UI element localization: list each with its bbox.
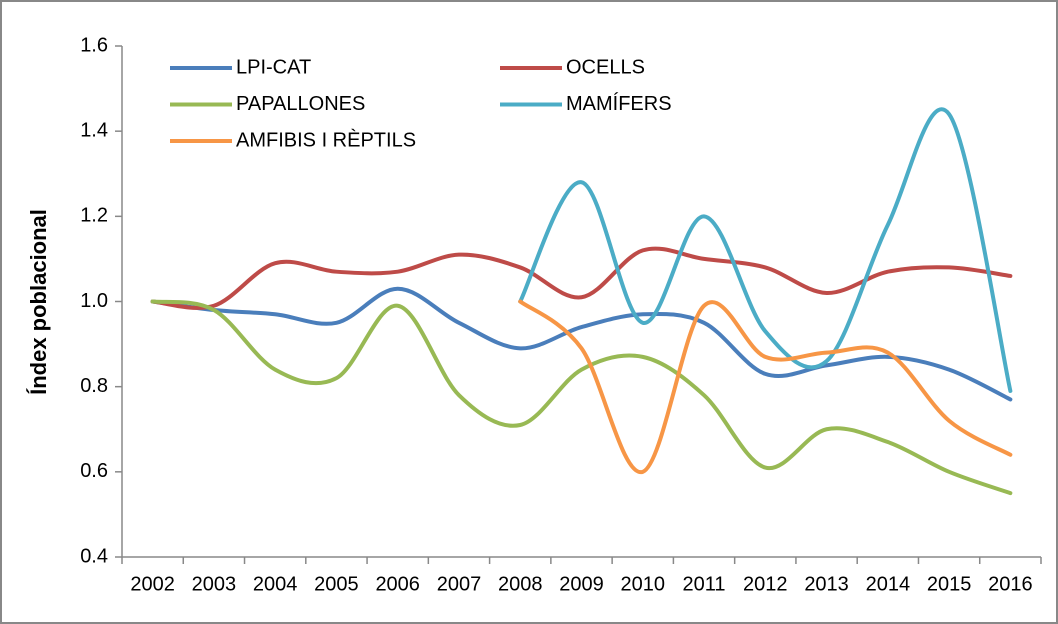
y-tick-label: 0.6 bbox=[80, 460, 108, 482]
y-tick-label: 1.0 bbox=[80, 290, 108, 312]
y-tick-label: 1.4 bbox=[80, 119, 108, 141]
y-tick-label: 1.6 bbox=[80, 34, 108, 56]
series-line bbox=[150, 246, 1013, 310]
series-line bbox=[518, 299, 1013, 474]
x-tick-label: 2005 bbox=[314, 573, 359, 595]
legend-label: OCELLS bbox=[566, 56, 645, 78]
x-tick-label: 2010 bbox=[621, 573, 666, 595]
x-tick-label: 2004 bbox=[253, 573, 298, 595]
y-axis-label: Índex poblacional bbox=[26, 209, 51, 395]
x-tick-label: 2002 bbox=[130, 573, 175, 595]
x-tick-label: 2006 bbox=[375, 573, 420, 595]
x-tick-label: 2003 bbox=[192, 573, 237, 595]
legend-label: AMFIBIS I RÈPTILS bbox=[236, 128, 416, 151]
x-tick-label: 2014 bbox=[866, 573, 911, 595]
y-tick-label: 0.8 bbox=[80, 375, 108, 397]
x-tick-label: 2012 bbox=[743, 573, 788, 595]
legend-label: MAMÍFERS bbox=[566, 92, 672, 115]
series-line bbox=[518, 107, 1013, 393]
y-tick-label: 0.4 bbox=[80, 545, 108, 567]
x-tick-label: 2016 bbox=[988, 573, 1033, 595]
x-tick-label: 2007 bbox=[437, 573, 482, 595]
legend-label: LPI-CAT bbox=[236, 56, 311, 78]
y-tick-label: 1.2 bbox=[80, 205, 108, 227]
legend-label: PAPALLONES bbox=[236, 93, 365, 115]
x-tick-label: 2013 bbox=[804, 573, 849, 595]
x-tick-label: 2008 bbox=[498, 573, 543, 595]
x-tick-label: 2009 bbox=[559, 573, 604, 595]
x-tick-label: 2011 bbox=[683, 573, 726, 595]
x-tick-label: 2015 bbox=[927, 573, 972, 595]
series-line bbox=[150, 299, 1013, 496]
series-line bbox=[150, 286, 1013, 402]
